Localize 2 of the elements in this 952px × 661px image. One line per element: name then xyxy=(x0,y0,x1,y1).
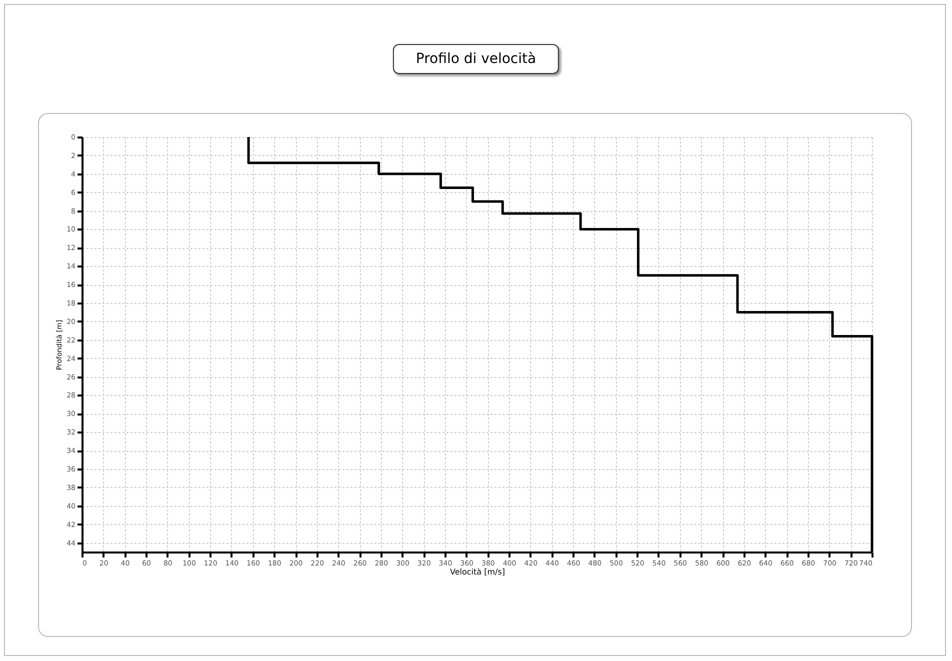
chart-title: Profilo di velocità xyxy=(392,44,560,74)
x-axis-title: Velocità [m/s] xyxy=(450,568,505,576)
